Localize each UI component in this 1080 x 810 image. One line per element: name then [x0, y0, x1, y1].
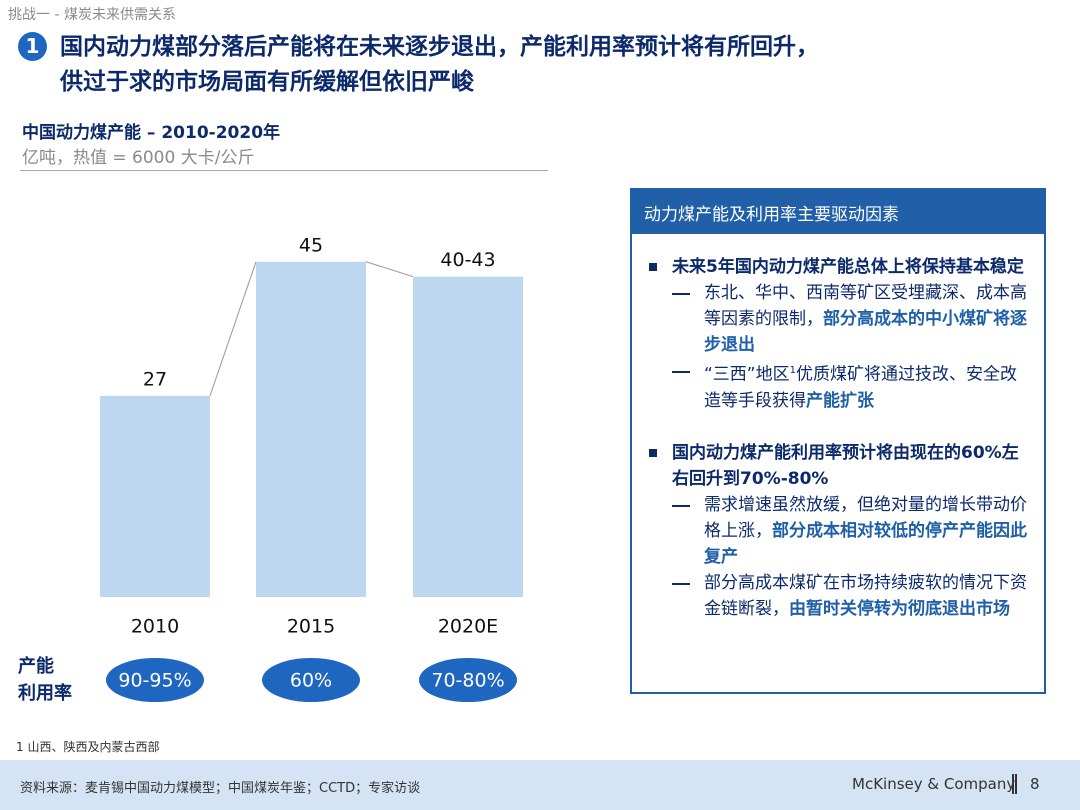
driver-heading: 国内动力煤产能利用率预计将由现在的60%左右回升到70%-80%	[672, 442, 1019, 489]
driver-sub: “三西”地区1优质煤矿将通过技改、安全改造等手段获得产能扩张	[672, 358, 1032, 414]
text-run: 部分高成本煤矿在市场持续疲软的情况下资金链断裂，	[704, 572, 1027, 619]
bullet	[649, 448, 657, 457]
utilization-label: 90-95%	[118, 670, 191, 692]
source: 资料来源：麦肯锡中国动力煤模型；中国煤炭年鉴；CCTD；专家访谈	[20, 781, 421, 796]
text-run: “三西”地区	[704, 364, 790, 385]
utilization-badge	[419, 658, 517, 702]
connector	[365, 261, 414, 278]
divider	[1012, 774, 1017, 794]
page-number: 8	[1030, 775, 1040, 793]
separator	[20, 170, 548, 171]
bar	[100, 395, 210, 597]
bullet	[649, 263, 657, 271]
driver-sub: 东北、华中、西南等矿区受埋藏深、成本高等因素的限制，部分高成本的中小煤矿将逐步退…	[672, 280, 1032, 358]
text-run: 1	[789, 365, 796, 376]
bar	[256, 261, 366, 597]
utilization-label: 70-80%	[431, 670, 504, 692]
utilization-title: 产能	[18, 655, 54, 677]
drivers-box: 动力煤产能及利用率主要驱动因素 未来5年国内动力煤产能总体上将保持基本稳定东北、…	[630, 188, 1046, 694]
utilization-label: 60%	[290, 670, 332, 692]
connector	[209, 261, 257, 397]
driver-item: 国内动力煤产能利用率预计将由现在的60%左右回升到70%-80% 需求增速虽然放缓…	[649, 440, 1032, 622]
x-tick-label: 2020E	[438, 616, 498, 638]
breadcrumb: 挑战一 - 煤炭未来供需关系	[8, 7, 176, 23]
drivers-list: 未来5年国内动力煤产能总体上将保持基本稳定东北、华中、西南等矿区受埋藏深、成本高…	[632, 254, 1044, 622]
chart-title: 中国动力煤产能 – 2010-2020年	[22, 123, 281, 143]
x-tick-label: 2015	[287, 616, 335, 638]
driver-sub: 需求增速虽然放缓，但绝对量的增长带动价格上涨，部分成本相对较低的停产产能因此复产	[672, 492, 1032, 570]
driver-heading: 未来5年国内动力煤产能总体上将保持基本稳定	[672, 257, 1024, 277]
company: McKinsey & Company	[852, 775, 1016, 793]
dash	[672, 371, 690, 373]
text-run: 部分高成本的中小煤矿将逐步退出	[704, 309, 1027, 355]
title-line: 供过于求的市场局面有所缓解但依旧严峻	[60, 69, 474, 95]
utilization-title: 利用率	[18, 682, 72, 704]
utilization-badge	[106, 658, 204, 702]
x-tick-label: 2010	[131, 616, 179, 638]
value-label: 40-43	[440, 249, 495, 271]
section-number: 1	[18, 32, 47, 61]
dash	[672, 582, 690, 585]
text-run: 部分成本相对较低的停产产能因此复产	[704, 520, 1027, 567]
value-label: 45	[299, 234, 323, 256]
chart-subtitle: 亿吨，热值 = 6000 大卡/公斤	[22, 148, 255, 168]
text-run: 需求增速虽然放缓，但绝对量的增长带动价格上涨，	[704, 494, 1027, 541]
slide-title: 国内动力煤部分落后产能将在未来逐步退出，产能利用率预计将有所回升， 供过于求的市…	[60, 30, 819, 100]
driver-item: 未来5年国内动力煤产能总体上将保持基本稳定东北、华中、西南等矿区受埋藏深、成本高…	[649, 254, 1032, 414]
footnote: 1 山西、陕西及内蒙古西部	[16, 740, 160, 754]
dash	[672, 504, 690, 507]
drivers-title: 动力煤产能及利用率主要驱动因素	[632, 190, 1044, 238]
title-line: 国内动力煤部分落后产能将在未来逐步退出，产能利用率预计将有所回升，	[60, 34, 819, 60]
dash	[672, 293, 690, 295]
footer-band	[0, 760, 1080, 810]
driver-sub: 部分高成本煤矿在市场持续疲软的情况下资金链断裂，由暂时关停转为彻底退出市场	[672, 570, 1032, 622]
text-run: 由暂时关停转为彻底退出市场	[789, 598, 1010, 619]
text-run: 东北、华中、西南等矿区受埋藏深、成本高等因素的限制，	[704, 283, 1027, 329]
bar	[413, 276, 523, 597]
text-run: 优质煤矿将通过技改、安全改造等手段获得	[704, 364, 1017, 411]
text-run: 产能扩张	[806, 390, 874, 411]
utilization-badge	[262, 658, 360, 702]
chart: 27 2010 90-95% 45 2015 60% 40-43 2020E 70-80% 产能利…	[18, 234, 523, 704]
value-label: 27	[143, 368, 167, 390]
